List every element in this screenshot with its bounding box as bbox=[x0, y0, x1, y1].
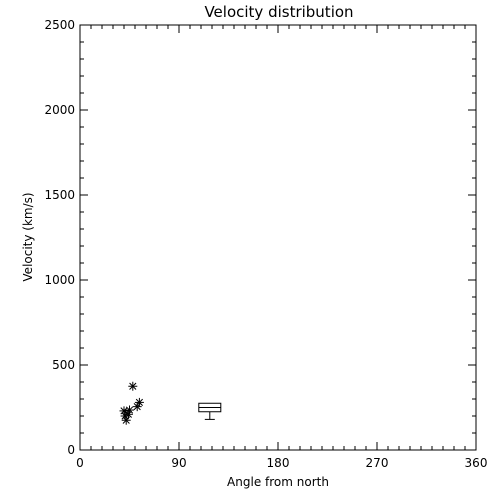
point-stroke bbox=[135, 398, 143, 406]
velocity-boxplot bbox=[198, 402, 222, 420]
point-stroke bbox=[129, 382, 137, 390]
axis-ticks: 0 90 180 270 360 0 500 1000 1500 2000 2500 bbox=[44, 18, 487, 470]
chart-title: Velocity distribution bbox=[204, 3, 353, 21]
y-tick-label: 1500 bbox=[44, 188, 75, 202]
y-axis-label: Velocity (km/s) bbox=[21, 192, 35, 281]
x-tick-label: 180 bbox=[267, 456, 290, 470]
y-tick-label: 0 bbox=[67, 443, 75, 457]
x-axis-label: Angle from north bbox=[227, 475, 329, 489]
data-point bbox=[134, 397, 144, 407]
plot-frame bbox=[79, 24, 477, 451]
point-stroke bbox=[124, 410, 132, 418]
data-point bbox=[123, 409, 133, 419]
point-stroke bbox=[125, 406, 134, 414]
data-point bbox=[125, 405, 134, 415]
x-tick-label: 360 bbox=[465, 456, 488, 470]
y-tick-label: 500 bbox=[52, 358, 75, 372]
data-points bbox=[119, 381, 144, 425]
data-point bbox=[128, 381, 138, 391]
x-tick-label: 90 bbox=[171, 456, 186, 470]
y-tick-label: 1000 bbox=[44, 273, 75, 287]
x-tick-label: 0 bbox=[76, 456, 84, 470]
y-tick-label: 2500 bbox=[44, 18, 75, 32]
x-tick-label: 270 bbox=[366, 456, 389, 470]
y-tick-label: 2000 bbox=[44, 103, 75, 117]
